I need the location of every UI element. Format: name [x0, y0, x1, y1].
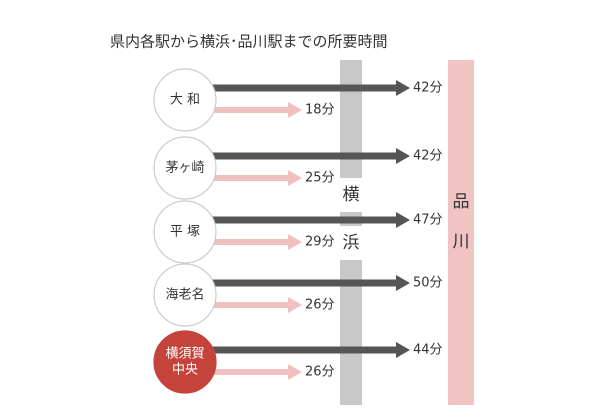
- station-circle: [153, 136, 217, 200]
- arrow-head: [288, 170, 302, 186]
- arrow-head: [288, 364, 302, 380]
- yokohama-label-bg: [336, 226, 366, 260]
- station-name: 海老名: [165, 287, 204, 303]
- time-shinagawa: 44分: [413, 343, 443, 358]
- time-yokohama: 25分: [305, 171, 335, 186]
- time-shinagawa: 47分: [413, 213, 443, 228]
- title: 県内各駅から横浜･品川駅までの所要時間: [110, 33, 388, 51]
- shinagawa-bar: [448, 60, 474, 405]
- arrow-head: [396, 342, 410, 358]
- arrow-head: [396, 212, 410, 228]
- arrow-head: [288, 297, 302, 313]
- yokohama-label-bg: [336, 178, 366, 212]
- arrow-head: [288, 102, 302, 118]
- yokohama-label: 浜: [343, 233, 360, 253]
- time-yokohama: 26分: [305, 365, 335, 380]
- station-circle: [153, 330, 217, 394]
- arrow-head: [288, 234, 302, 250]
- arrow-head: [396, 275, 410, 291]
- arrow-head: [396, 148, 410, 164]
- shinagawa-label: 川: [453, 232, 470, 252]
- station-name: 大 和: [170, 93, 200, 108]
- arrow-head: [396, 80, 410, 96]
- station-name: 中央: [172, 363, 198, 378]
- yokohama-label: 横: [343, 185, 360, 205]
- time-shinagawa: 42分: [413, 149, 443, 164]
- station-circle: [153, 263, 217, 327]
- time-yokohama: 26分: [305, 298, 335, 313]
- station-name: 平 塚: [170, 225, 200, 240]
- station-name: 茅ヶ崎: [165, 161, 204, 176]
- time-yokohama: 29分: [305, 235, 335, 250]
- station-name: 横須賀: [165, 347, 204, 362]
- time-yokohama: 18分: [305, 103, 335, 118]
- station-circle: [153, 68, 217, 132]
- station-circle: [153, 200, 217, 264]
- time-shinagawa: 42分: [413, 81, 443, 96]
- time-shinagawa: 50分: [413, 276, 443, 291]
- shinagawa-label: 品: [453, 192, 470, 212]
